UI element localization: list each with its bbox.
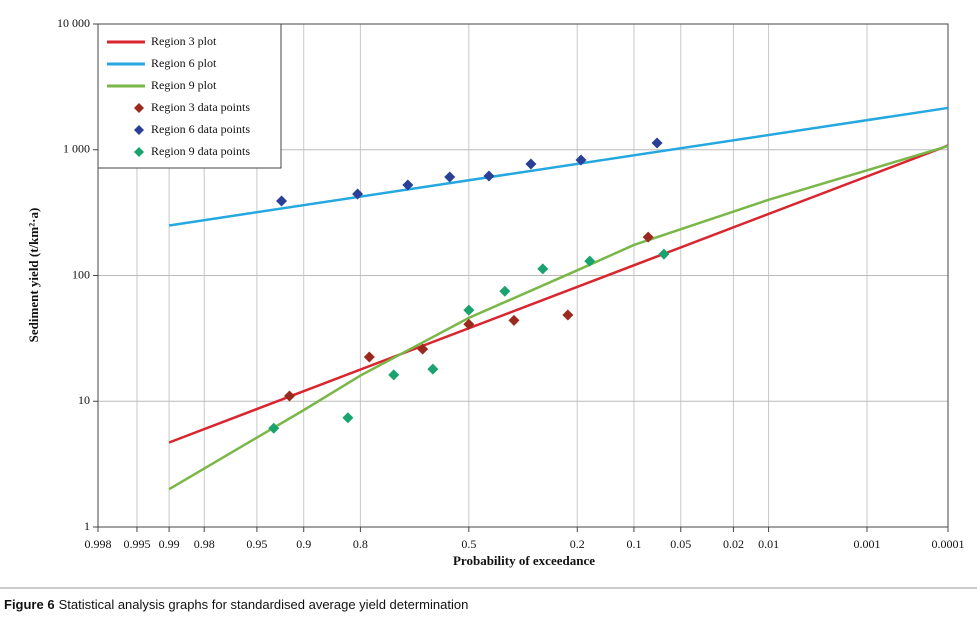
data-point	[388, 369, 400, 381]
data-point	[562, 309, 574, 321]
data-point	[537, 263, 549, 275]
series-line	[168, 144, 949, 444]
x-tick-label: 0.8	[353, 537, 368, 551]
legend-swatch	[134, 125, 144, 135]
data-point	[402, 179, 414, 191]
caption: Figure 6 Statistical analysis graphs for …	[4, 597, 468, 612]
data-point	[417, 343, 429, 355]
y-axis-title: Sediment yield (t/km²·a)	[26, 208, 41, 343]
x-tick-label: 0.998	[85, 537, 112, 551]
x-tick-label: 0.99	[159, 537, 180, 551]
data-point	[584, 255, 596, 267]
series-line	[168, 144, 949, 491]
caption-label: Figure 6	[4, 597, 55, 612]
data-point	[342, 412, 354, 424]
data-point	[363, 351, 375, 363]
y-tick-label: 1 000	[63, 142, 90, 156]
data-point	[268, 422, 280, 434]
legend-label: Region 3 data points	[151, 100, 250, 114]
plot-frame	[97, 23, 949, 528]
y-tick-label: 100	[72, 267, 90, 281]
x-tick-label: 0.001	[853, 537, 880, 551]
data-point	[352, 188, 364, 200]
x-tick-label: 0.1	[626, 537, 641, 551]
x-tick-label: 0.0001	[932, 537, 965, 551]
legend-label: Region 9 plot	[151, 78, 217, 92]
x-tick-label: 0.05	[670, 537, 691, 551]
data-point	[525, 158, 537, 170]
data-point	[276, 195, 288, 207]
caption-text: Statistical analysis graphs for standard…	[59, 597, 469, 612]
x-tick-label: 0.2	[570, 537, 585, 551]
legend-label: Region 9 data points	[151, 144, 250, 158]
data-point	[463, 304, 475, 316]
series-line	[168, 106, 949, 227]
x-tick-label: 0.995	[123, 537, 150, 551]
y-tick-label: 10	[78, 393, 90, 407]
x-tick-label: 0.5	[461, 537, 476, 551]
x-tick-label: 0.02	[723, 537, 744, 551]
legend-swatch	[134, 103, 144, 113]
legend: Region 3 plot Region 6 plot Region 9 plot R…	[97, 23, 282, 169]
legend-label: Region 6 data points	[151, 122, 250, 136]
y-tick-label: 10 000	[57, 16, 90, 30]
legend-box	[97, 23, 282, 169]
data-point	[508, 314, 520, 326]
data-point	[427, 363, 439, 375]
data-point	[284, 390, 296, 402]
y-tick-label: 1	[84, 519, 90, 533]
data-point	[499, 285, 511, 297]
data-point	[642, 231, 654, 243]
x-axis-title: Probability of exceedance	[453, 553, 595, 568]
x-tick-label: 0.01	[758, 537, 779, 551]
data-point	[483, 170, 495, 182]
x-tick-label: 0.9	[296, 537, 311, 551]
data-point	[658, 248, 670, 260]
data-point	[463, 318, 475, 330]
data-point	[575, 154, 587, 166]
data-point	[444, 171, 456, 183]
x-tick-label: 0.98	[194, 537, 215, 551]
data-point	[651, 137, 663, 149]
legend-label: Region 6 plot	[151, 56, 217, 70]
legend-label: Region 3 plot	[151, 34, 217, 48]
x-tick-label: 0.95	[246, 537, 267, 551]
legend-swatch	[134, 147, 144, 157]
